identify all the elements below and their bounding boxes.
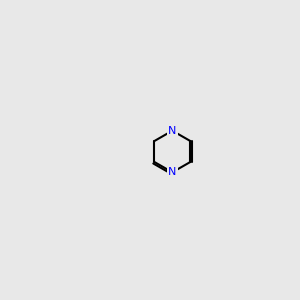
Text: N: N bbox=[168, 126, 176, 136]
Text: N: N bbox=[168, 167, 176, 177]
